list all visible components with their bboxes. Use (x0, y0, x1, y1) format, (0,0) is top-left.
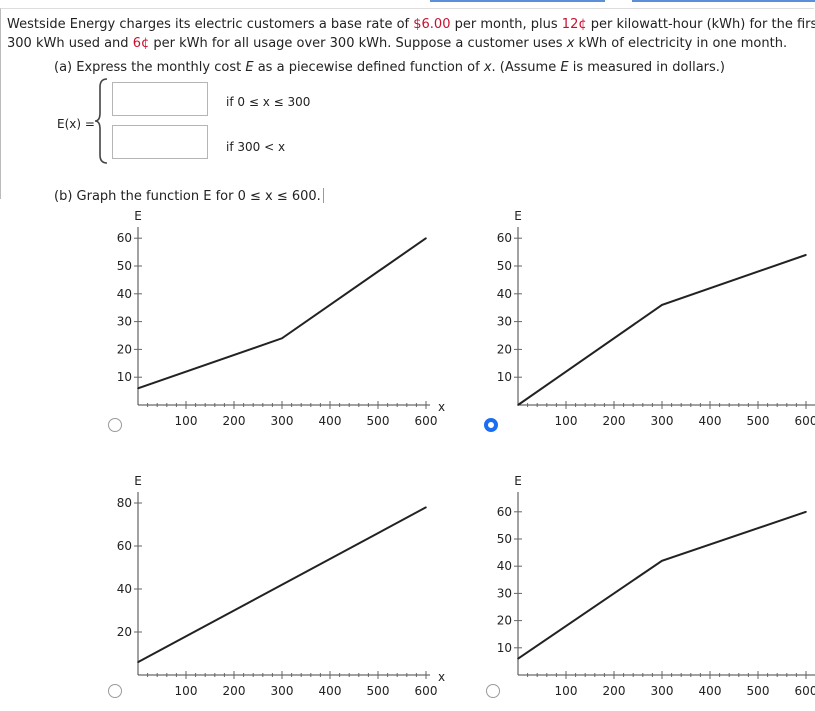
y-tick-label: 40 (117, 287, 132, 301)
x-tick-label: 100 (175, 684, 198, 698)
y-tick-label: 10 (117, 370, 132, 384)
x-tick-label: 600 (795, 684, 815, 698)
top-tab-indicator (0, 0, 815, 2)
y-tick-label: 60 (497, 505, 512, 519)
radio-option-1[interactable] (108, 418, 122, 432)
data-point (661, 304, 663, 306)
y-tick-label: 50 (497, 532, 512, 546)
piecewise-brace (94, 78, 108, 164)
x-tick-label: 300 (271, 414, 294, 428)
y-axis-label: E (134, 474, 142, 488)
x-tick-label: 100 (175, 414, 198, 428)
base-rate: $6.00 (413, 17, 451, 32)
data-point (517, 404, 519, 406)
y-tick-label: 50 (117, 259, 132, 273)
x-tick-label: 100 (555, 684, 578, 698)
rate-first-tier: 12¢ (561, 17, 587, 32)
y-tick-label: 20 (117, 625, 132, 639)
problem-line-2: 300 kWh used and 6¢ per kWh for all usag… (7, 36, 788, 51)
x-tick-label: 100 (555, 414, 578, 428)
y-axis-label: E (134, 209, 142, 223)
y-axis-label: E (514, 209, 522, 223)
data-point (805, 511, 807, 513)
y-tick-label: 60 (497, 231, 512, 245)
x-tick-label: 600 (795, 414, 815, 428)
radio-option-4[interactable] (486, 684, 500, 698)
graph-option-2: 100 200 300 400 500 600 10 20 30 40 50 60E (497, 209, 815, 428)
y-tick-label: 10 (497, 370, 512, 384)
x-tick-label: 600 (415, 414, 438, 428)
graph-option-4: 100 200 300 400 500 600 10 20 30 40 50 60 E (497, 474, 815, 698)
series-line (137, 506, 427, 663)
part-a-prompt: (a) Express the monthly cost E as a piec… (54, 60, 726, 75)
condition-1: if 0 ≤ x ≤ 300 (226, 95, 311, 109)
radio-option-2[interactable] (484, 418, 498, 432)
x-tick-label: 200 (603, 414, 626, 428)
data-point (425, 237, 427, 239)
data-point (517, 657, 519, 660)
function-label: E(x) = (57, 117, 95, 131)
y-tick-label: 20 (117, 342, 132, 356)
radio-option-3[interactable] (108, 684, 122, 698)
x-tick-label: 200 (223, 684, 246, 698)
data-point (281, 337, 283, 340)
part-b-prompt: (b) Graph the function E for 0 ≤ x ≤ 600… (54, 188, 324, 204)
y-tick-label: 50 (497, 259, 512, 273)
x-tick-label: 400 (319, 414, 342, 428)
y-tick-label: 80 (117, 496, 132, 510)
rate-second-tier: 6¢ (132, 36, 150, 51)
x-tick-label: 500 (367, 684, 390, 698)
x-axis-label: x (438, 400, 445, 414)
y-tick-label: 60 (117, 231, 132, 245)
data-point (137, 387, 139, 390)
text-cursor (322, 188, 324, 203)
data-point (805, 254, 807, 256)
series-line (517, 253, 807, 406)
series-line (517, 510, 807, 660)
x-tick-label: 600 (415, 684, 438, 698)
x-tick-label: 500 (367, 414, 390, 428)
data-point (137, 661, 139, 663)
y-tick-label: 30 (117, 315, 132, 329)
tab-indicator-1 (430, 0, 605, 2)
y-tick-label: 40 (117, 582, 132, 596)
y-tick-label: 40 (497, 287, 512, 301)
y-tick-label: 20 (497, 614, 512, 628)
x-tick-label: 500 (747, 414, 770, 428)
series-line (137, 237, 427, 390)
y-axis-label: E (514, 474, 522, 488)
x-tick-label: 400 (319, 684, 342, 698)
x-tick-label: 200 (223, 414, 246, 428)
x-tick-label: 300 (651, 684, 674, 698)
x-tick-label: 400 (699, 414, 722, 428)
data-point (425, 506, 427, 509)
piece-2-input[interactable] (112, 125, 208, 159)
y-tick-label: 10 (497, 641, 512, 655)
data-point (661, 559, 663, 562)
x-tick-label: 300 (271, 684, 294, 698)
x-tick-label: 500 (747, 684, 770, 698)
tab-indicator-2 (632, 0, 815, 2)
y-tick-label: 20 (497, 342, 512, 356)
problem-statement: Westside Energy charges its electric cus… (0, 8, 815, 204)
x-axis-label: x (438, 670, 445, 684)
y-tick-label: 60 (117, 539, 132, 553)
x-tick-label: 400 (699, 684, 722, 698)
x-tick-label: 200 (603, 684, 626, 698)
y-tick-label: 40 (497, 559, 512, 573)
piece-1-input[interactable] (112, 82, 208, 116)
problem-line-1: Westside Energy charges its electric cus… (7, 17, 815, 32)
condition-2: if 300 < x (226, 140, 286, 154)
y-tick-label: 30 (497, 315, 512, 329)
y-tick-label: 30 (497, 586, 512, 600)
x-tick-label: 300 (651, 414, 674, 428)
